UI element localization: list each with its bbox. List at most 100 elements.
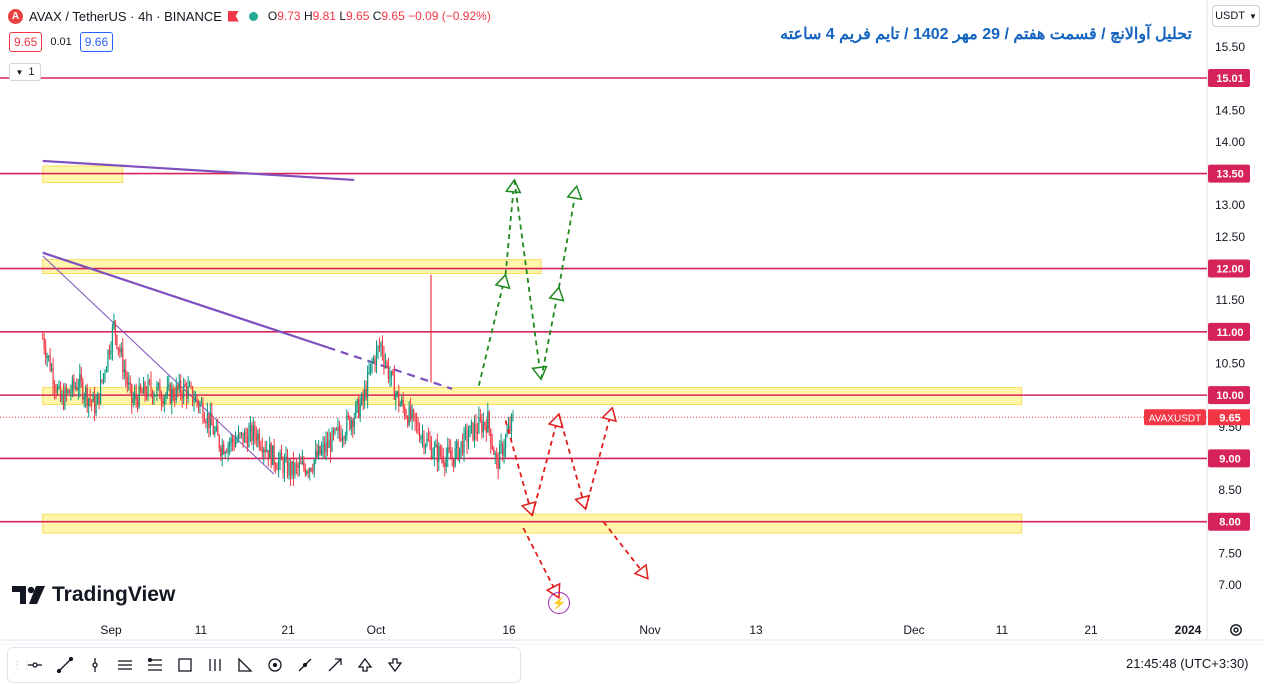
candle-body — [263, 449, 265, 453]
arrow-down-tool-button[interactable] — [380, 650, 410, 680]
level-label-9.00: 9.00 — [1219, 453, 1240, 465]
candle-body — [346, 415, 348, 436]
bullish-scenario-arrowhead — [566, 184, 583, 201]
bullish-scenario-segment — [540, 299, 558, 380]
candle-body — [300, 462, 302, 464]
pitchfork-tool-button[interactable] — [200, 650, 230, 680]
ohlc-values: O9.73 H9.81 L9.65 C9.65 −0.09 (−0.92%) — [267, 9, 491, 23]
candle-body — [334, 428, 336, 434]
level-tag-15.01 — [1208, 69, 1250, 87]
currency-select[interactable]: USDT ▼ — [1212, 5, 1260, 27]
candle-body — [315, 450, 317, 460]
candle-body — [464, 430, 467, 432]
symbol-legend[interactable]: A AVAX / TetherUS · 4h · BINANCE O9.73 H… — [8, 7, 491, 25]
fib-retracement-tool-button[interactable] — [140, 650, 170, 680]
candle-body — [481, 420, 483, 433]
buy-price-box[interactable]: 9.66 — [79, 32, 114, 52]
y-tick-label: 12.50 — [1215, 230, 1245, 244]
candle-body — [168, 384, 170, 387]
gear-icon[interactable] — [1228, 622, 1244, 638]
candle-body — [331, 430, 333, 452]
candle-body — [297, 464, 299, 468]
candle-body — [506, 431, 508, 437]
candle-body — [269, 443, 271, 459]
y-tick-label: 13.00 — [1215, 198, 1245, 212]
bearish-extension-2-arrowhead — [633, 563, 649, 580]
candle-body — [344, 435, 346, 440]
flag-icon[interactable] — [227, 10, 239, 22]
triangle-icon — [238, 657, 253, 672]
candle-body — [313, 459, 315, 471]
ellipse-icon — [268, 658, 282, 672]
chevron-down-icon: ▼ — [1249, 11, 1257, 21]
y-tick-label: 14.00 — [1215, 135, 1245, 149]
bullish-scenario-segment — [477, 286, 504, 386]
candle-body — [476, 432, 479, 434]
bullish-scenario-arrowhead — [504, 178, 522, 194]
fib-retracement-icon — [147, 657, 162, 671]
indicators-collapse-button[interactable]: ▼ 1 — [9, 63, 41, 81]
lightning-icon[interactable]: ⚡ — [548, 592, 570, 614]
bearish-scenario-arrowhead — [547, 412, 564, 429]
arrow-up-tool-button[interactable] — [350, 650, 380, 680]
candle-body — [405, 415, 407, 418]
last-price-symbol-label: AVAXUSDT — [1149, 413, 1201, 424]
last-price-label: 9.65 — [1219, 412, 1240, 424]
candle-body — [399, 403, 401, 407]
x-tick-label: Sep — [100, 623, 122, 637]
candle-body — [245, 432, 247, 437]
candle-body — [435, 444, 437, 447]
candle-body — [402, 399, 404, 407]
candle-body — [504, 436, 507, 449]
candle-body — [42, 338, 44, 340]
trendline-0 — [42, 159, 355, 182]
candle-body — [466, 430, 468, 443]
drawing-toolbar: ⋮⋮ — [7, 647, 521, 683]
sr-zone-3 — [42, 513, 1023, 534]
parallel-channel-tool-button[interactable] — [110, 650, 140, 680]
market-open-dot-icon — [248, 11, 258, 21]
candle-body — [150, 381, 152, 392]
candle-body — [328, 439, 330, 449]
triangle-tool-button[interactable] — [230, 650, 260, 680]
rectangle-tool-button[interactable] — [170, 650, 200, 680]
candle-body — [145, 394, 148, 397]
candle-body — [353, 417, 355, 428]
ellipse-tool-button[interactable] — [260, 650, 290, 680]
candle-body — [138, 385, 140, 408]
bearish-scenario-arrowhead — [520, 500, 537, 517]
level-tag-9.00 — [1208, 449, 1250, 468]
level-label-12.00: 12.00 — [1216, 264, 1244, 276]
candle-body — [341, 438, 343, 441]
rectangle-icon — [178, 658, 192, 672]
path-tool-button[interactable] — [290, 650, 320, 680]
grip-handle-icon[interactable]: ⋮⋮ — [12, 659, 32, 671]
arrow-tool-button[interactable] — [320, 650, 350, 680]
candle-body — [83, 397, 85, 400]
sell-price-box[interactable]: 9.65 — [9, 32, 43, 52]
horizontal-line-tool-button[interactable] — [20, 650, 50, 680]
candle-body — [209, 412, 211, 428]
avax-logo-icon: A — [8, 8, 23, 24]
candle-body — [318, 446, 320, 457]
candle-body — [427, 438, 430, 441]
candle-body — [246, 436, 249, 447]
candle-body — [377, 346, 379, 350]
candle-body — [188, 385, 191, 387]
status-clock[interactable]: 21:45:48 (UTC+3:30) — [1126, 656, 1249, 671]
candle-body — [67, 390, 69, 393]
candle-body — [239, 433, 241, 435]
arrow-down-icon — [387, 658, 403, 673]
candle-body — [350, 420, 352, 429]
candle-body — [312, 470, 314, 472]
trend-line-tool-button[interactable] — [50, 650, 80, 680]
candle-body — [172, 388, 174, 398]
level-tag-10.00 — [1208, 386, 1250, 405]
vertical-line-tool-button[interactable] — [80, 650, 110, 680]
candle-body — [226, 452, 228, 454]
candle-body — [279, 452, 281, 461]
candle-body — [413, 409, 415, 414]
candle-body — [58, 385, 60, 388]
symbol-title[interactable]: AVAX / TetherUS · 4h · BINANCE — [29, 8, 222, 24]
